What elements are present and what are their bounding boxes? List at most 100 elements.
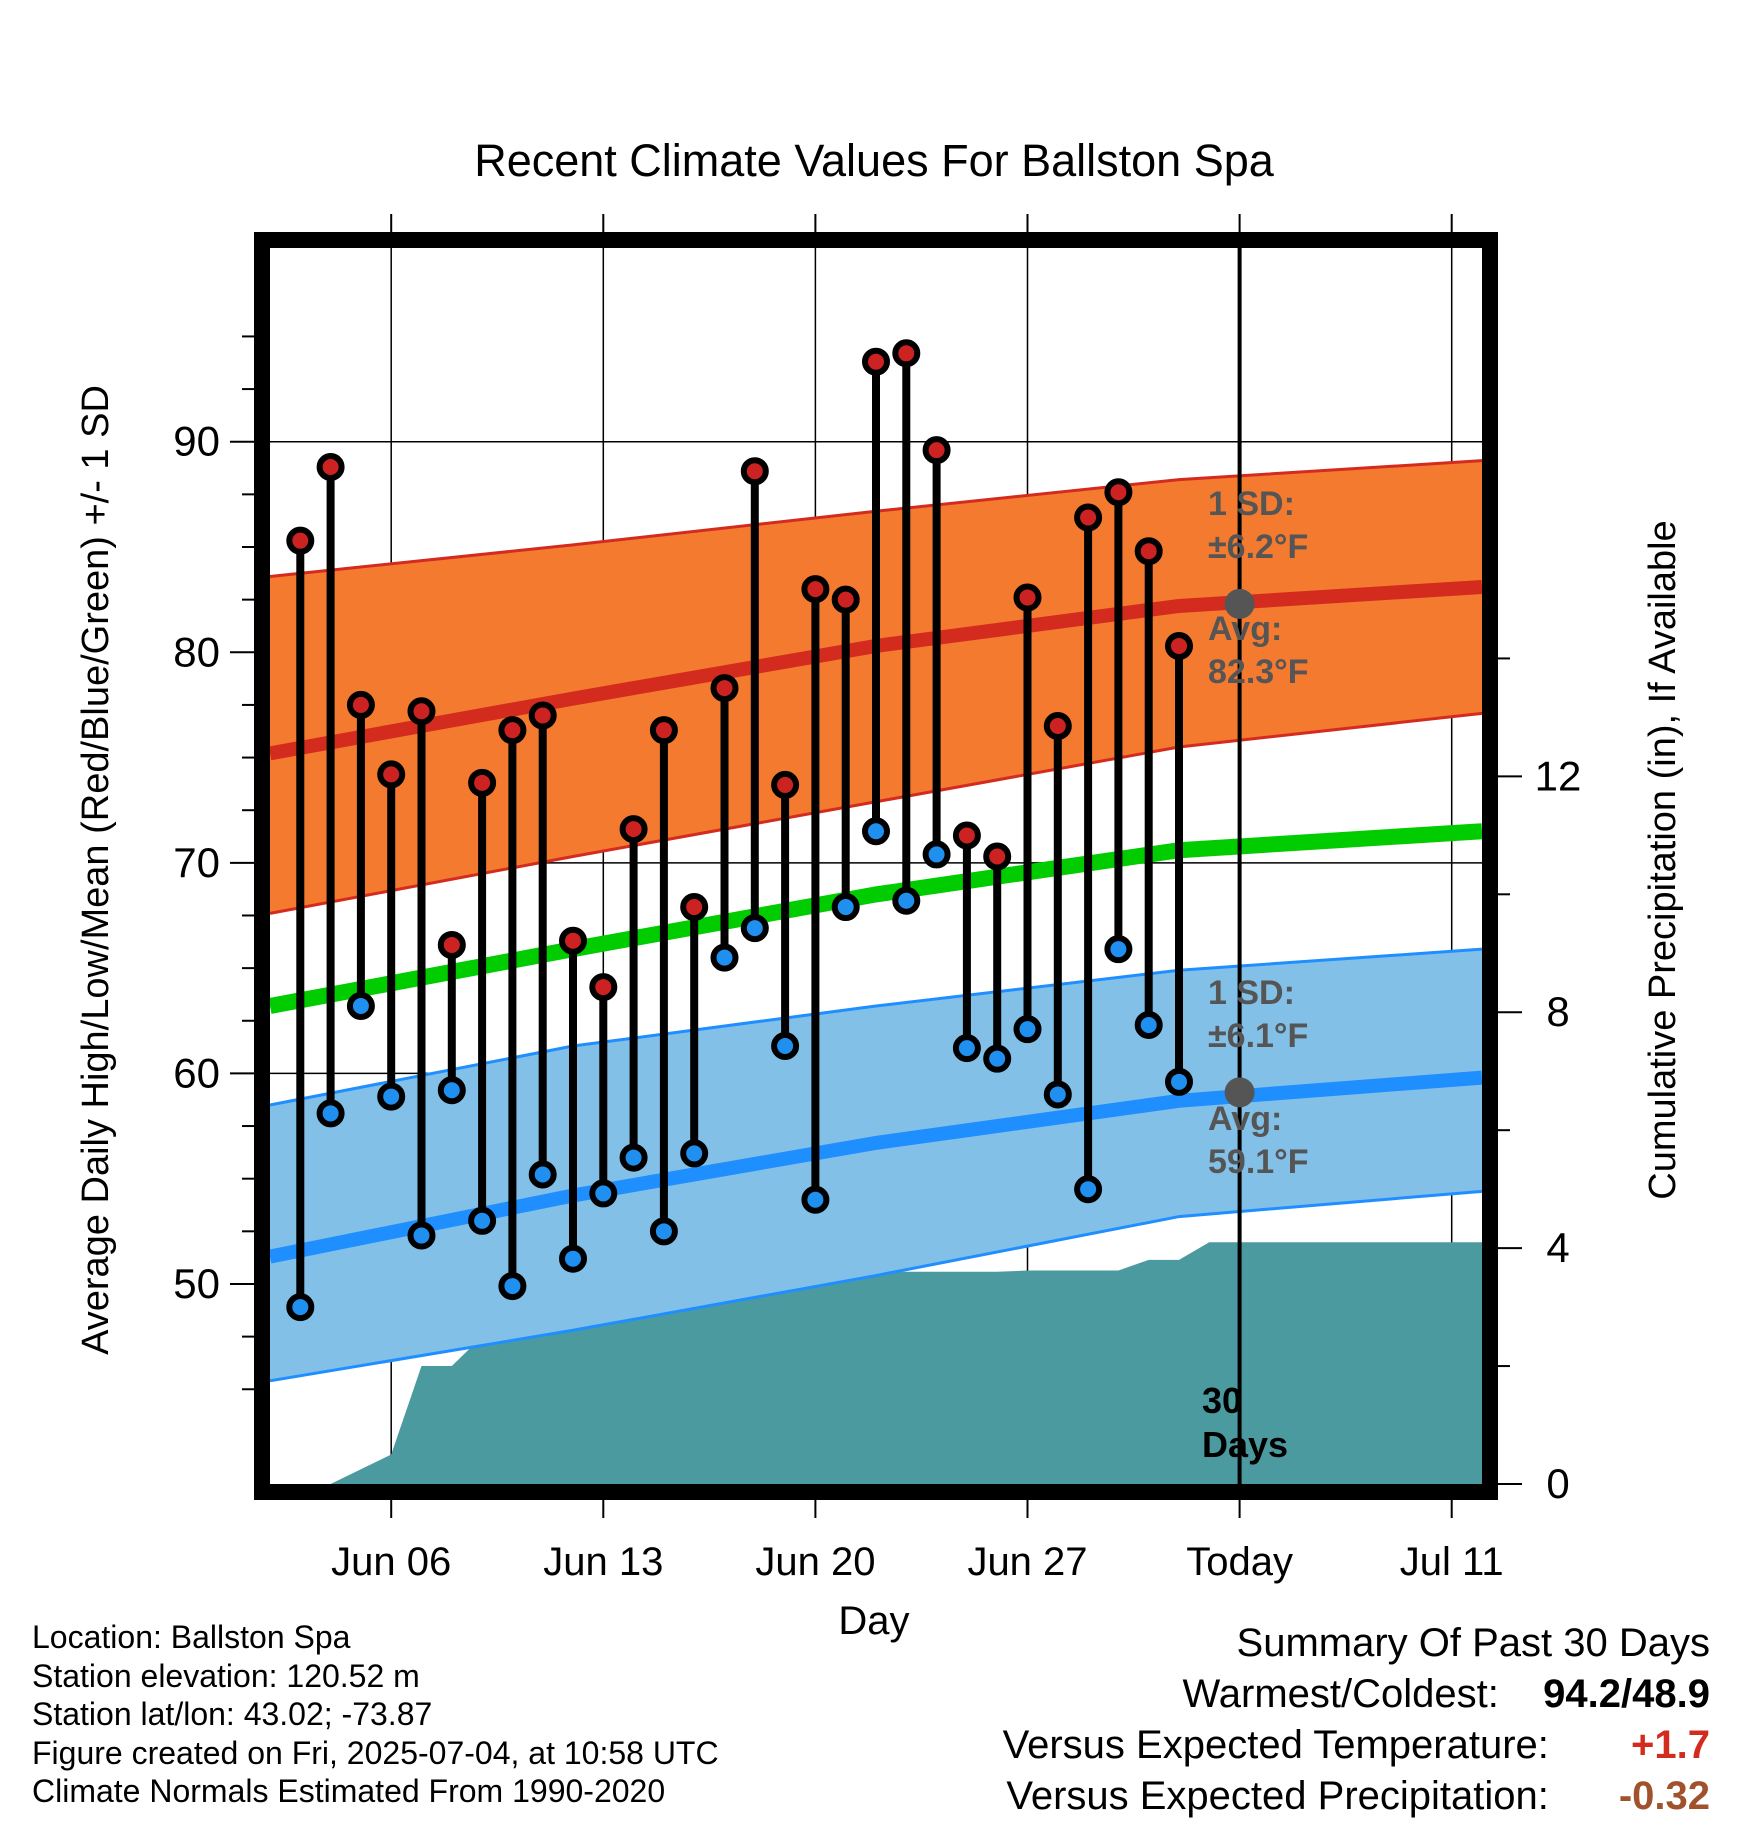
cumulative-precip-area [300,1242,1482,1484]
station-info: Location: Ballston Spa Station elevation… [32,1618,719,1811]
high-temp-marker [407,697,436,726]
high-sd-label: 1 SD: [1208,485,1295,523]
high-temp-marker [468,768,497,797]
low-temp-marker [407,1221,436,1250]
low-temp-marker [589,1179,618,1208]
high-temp-marker [286,526,315,555]
high-temp-marker [437,930,466,959]
annotation-layer [1224,248,1255,1484]
y2-tick-label: 0 [1546,1460,1569,1507]
location-text: Location: Ballston Spa [32,1619,351,1655]
high-temp-marker [922,436,951,465]
x-tick-label: Jul 11 [1400,1540,1504,1584]
high-temp-marker [1013,583,1042,612]
precip-anomaly-value: -0.32 [1618,1774,1710,1818]
high-avg-value: 82.3°F [1208,653,1309,691]
low-temp-marker [346,992,375,1021]
y2-tick-label: 8 [1546,988,1569,1035]
today-low-avg-marker [1224,1077,1255,1108]
high-temp-marker [1074,503,1103,532]
high-temp-marker [710,674,739,703]
high-sd-value: ±6.2°F [1208,528,1308,566]
y2-tick-label: 12 [1535,752,1582,799]
y-tick-label: 80 [173,628,220,675]
temp-anomaly-row: Versus Expected Temperature: +1.7 [1003,1720,1710,1771]
low-sd-band-upper-edge [269,947,1483,1107]
low-temp-marker [1165,1067,1193,1096]
high-avg-label: Avg: [1208,610,1282,648]
warmest-coldest-row: Warmest/Coldest: 94.2/48.9 [1003,1669,1711,1720]
high-temp-marker [892,339,921,368]
low-temp-marker [316,1099,345,1128]
low-temp-marker [1134,1010,1163,1039]
temp-anomaly-label: Versus Expected Temperature: [1002,1723,1549,1767]
y-axis-title: Average Daily High/Low/Mean (Red/Blue/Gr… [75,385,117,1355]
high-temp-marker [952,821,981,850]
y-tick-label: 60 [173,1049,220,1096]
today-window-label: 30 Days [1202,1380,1288,1465]
marker-layer [286,339,1193,1322]
low-temp-marker [559,1244,587,1273]
high-temp-marker [771,770,800,799]
high-temp-marker [983,842,1012,871]
plot-border [254,232,1498,1500]
chart-title: Recent Climate Values For Ballston Spa [474,135,1275,186]
x-tick-label: Jun 27 [967,1540,1087,1584]
today-high-avg-marker [1224,588,1255,619]
low-temp-marker [952,1034,981,1063]
high-temp-marker [862,347,890,376]
low-temp-marker [983,1044,1012,1073]
y-tick-label: 90 [173,418,220,465]
low-temp-marker [831,893,860,922]
warmest-coldest-value: 94.2/48.9 [1543,1672,1710,1716]
precip-area-layer [300,1242,1482,1484]
low-temp-marker [468,1206,497,1235]
low-temp-marker [771,1032,800,1061]
high-temp-marker [498,716,527,745]
high-temp-marker [1134,537,1163,566]
normal-mean-line [268,823,1483,1014]
high-temp-marker [680,893,709,922]
created-text: Figure created on Fri, 2025-07-04, at 10… [32,1734,719,1771]
low-temp-marker [437,1076,466,1105]
low-temp-marker [740,914,769,943]
y-tick-label: 50 [173,1260,220,1307]
low-temp-marker [801,1185,830,1214]
high-temp-marker [649,716,678,745]
axes-layer: Jun 06 Jun 13 Jun 20 Jun 27 Today Jul 11 50 60 7… [173,214,1581,1584]
low-temp-marker [619,1143,648,1172]
high-temp-marker [1043,711,1072,740]
low-sd-label: 1 SD: [1208,974,1295,1012]
low-avg-label: Avg: [1208,1100,1282,1138]
high-temp-marker [619,815,648,844]
low-temp-marker [680,1139,709,1168]
warmest-coldest-label: Warmest/Coldest: [1182,1672,1499,1716]
low-temp-marker [649,1217,678,1246]
latlon-text: Station lat/lon: 43.02; -73.87 [32,1696,433,1732]
high-temp-marker [559,926,587,955]
high-temp-marker [528,701,557,730]
x-tick-label: Jun 13 [543,1540,663,1584]
high-temp-marker [1165,631,1193,660]
low-temp-marker [892,886,921,915]
low-temp-marker [1013,1015,1042,1044]
low-avg-value: 59.1°F [1208,1143,1309,1181]
x-tick-label: Jun 20 [755,1540,875,1584]
low-temp-marker [498,1272,527,1301]
high-temp-marker [740,457,769,486]
low-temp-marker [377,1082,406,1111]
low-temp-marker [528,1160,557,1189]
x-axis-title: Day [838,1599,909,1643]
high-temp-marker [346,690,375,719]
high-temp-marker [316,452,345,481]
low-temp-marker [922,840,951,869]
high-low-stems-layer [296,353,1183,1308]
y-tick-label: 70 [173,839,220,886]
high-temp-marker [801,575,830,604]
plot-frame [254,232,1498,1500]
high-temp-marker [831,585,860,614]
precip-anomaly-row: Versus Expected Precipitation: -0.32 [1003,1771,1710,1822]
low-temp-marker [1074,1175,1103,1204]
low-temp-marker [862,817,890,846]
